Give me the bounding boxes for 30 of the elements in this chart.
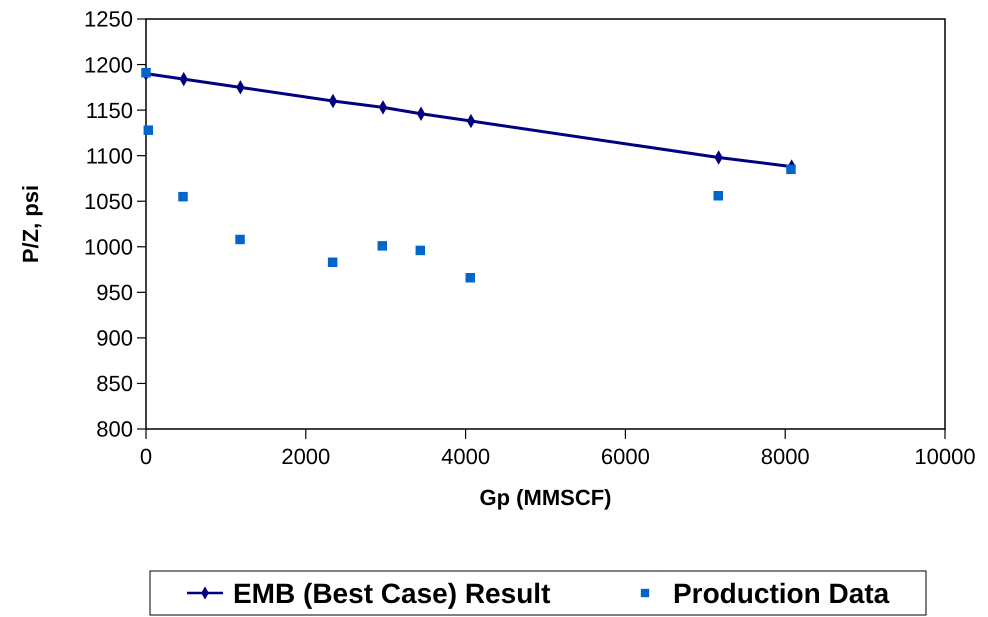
point [378, 241, 388, 251]
x-tick-label: 10000 [914, 444, 976, 469]
x-tick-label: 2000 [281, 444, 330, 469]
point [235, 234, 245, 244]
x-tick-label: 4000 [441, 444, 490, 469]
x-tick-label: 6000 [600, 444, 650, 469]
y-tick-label: 950 [96, 280, 133, 306]
point [328, 258, 338, 268]
y-tick-label: 1250 [84, 6, 133, 32]
y-tick-label: 1100 [86, 143, 133, 168]
point [714, 191, 723, 200]
y-tick-label: 850 [96, 371, 133, 396]
y-tick-label: 1050 [84, 188, 133, 214]
legend-label: Production Data [673, 578, 890, 609]
x-tick-label: 8000 [760, 444, 810, 469]
y-tick-label: 900 [96, 326, 133, 351]
point [141, 68, 151, 78]
y-axis-title: P/Z, psi [18, 184, 43, 264]
point [416, 246, 426, 256]
legend-label: EMB (Best Case) Result [233, 578, 550, 609]
point [465, 273, 475, 282]
point [144, 125, 154, 135]
y-tick-label: 1150 [86, 98, 133, 123]
y-tick-label: 1000 [84, 234, 133, 260]
point [786, 164, 796, 174]
x-axis-title: Gp (MMSCF) [480, 485, 612, 510]
y-tick-label: 800 [96, 416, 133, 442]
point [178, 192, 188, 202]
y-tick-label: 1200 [84, 52, 133, 78]
x-tick-label: 0 [140, 444, 152, 469]
